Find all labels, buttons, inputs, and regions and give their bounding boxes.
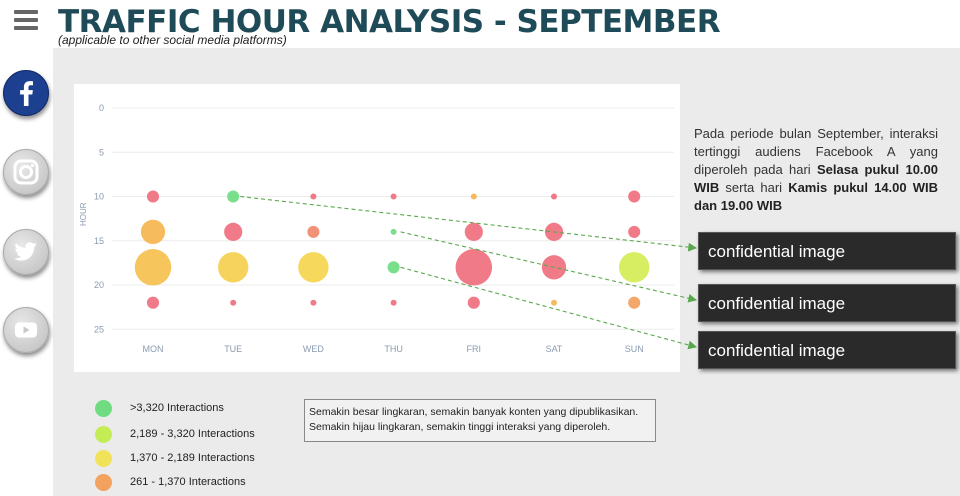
menu-icon[interactable] [14,10,38,30]
bubble-point [464,222,483,241]
bubble-point [455,249,493,286]
description-highlight-2: Kamis pukul 14.00 WIB dan 19.00 WIB [694,180,938,213]
instagram-icon[interactable] [3,149,49,195]
bubble-point [310,193,317,200]
bubble-point [628,225,641,238]
y-tick-label: 25 [94,324,104,334]
y-tick-label: 0 [99,103,104,113]
note-line: Semakin hijau lingkaran, semakin tinggi … [309,421,611,433]
twitter-icon[interactable] [3,229,49,275]
bubble-point [140,219,166,245]
legend-swatch [95,400,112,417]
bubble-point [390,228,397,235]
x-tick-label: SUN [625,344,644,354]
bubble-point [387,261,400,274]
bubble-point [298,252,329,283]
legend-item: 2,189 - 3,320 Interactions [95,426,315,444]
legend-label: >3,320 Interactions [130,402,224,414]
legend-swatch [95,474,112,491]
legend-label: 1,370 - 2,189 Interactions [130,452,255,464]
bubble-point [390,299,397,306]
legend-item: 1,370 - 2,189 Interactions [95,450,315,468]
bubble-point [628,296,641,309]
analysis-description: Pada periode bulan September, interaksi … [694,125,938,215]
x-tick-label: WED [303,344,324,354]
x-tick-label: SAT [546,344,563,354]
bubble-point [134,249,172,286]
bubble-point [390,193,397,200]
y-tick-label: 10 [94,192,104,202]
bubble-point [541,255,567,280]
bubble-point [467,296,480,309]
bubble-point [218,252,249,283]
note-line: Semakin besar lingkaran, semakin banyak … [309,406,639,418]
x-tick-label: TUE [224,344,242,354]
page-title: TRAFFIC HOUR ANALYSIS - SEPTEMBER [58,4,721,40]
bubble-chart-card: 0 5 10 15 20 25 HOUR MON TUE WED THU FRI SAT SUN [74,84,680,372]
bubble-chart: 0 5 10 15 20 25 HOUR MON TUE WED THU FRI SAT SUN [79,103,674,354]
bubble-point [230,299,237,306]
page-subtitle: (applicable to other social media platfo… [58,33,287,47]
y-axis-label: HOUR [79,202,88,226]
bubble-point [470,193,477,200]
bubble-point [224,222,243,241]
bubble-point [628,190,641,203]
x-tick-label: FRI [467,344,482,354]
youtube-icon[interactable] [3,307,49,353]
bubble-point [307,225,320,238]
legend-item: 261 - 1,370 Interactions [95,474,315,492]
legend-label: 261 - 1,370 Interactions [130,476,246,488]
bubble-point [146,296,160,309]
bubble-point [619,252,650,283]
legend-item: >3,320 Interactions [95,400,315,418]
x-tick-label: MON [143,344,164,354]
confidential-image-3: confidential image [698,331,956,369]
explanation-note: Semakin besar lingkaran, semakin banyak … [304,399,656,442]
facebook-icon[interactable] [3,70,49,116]
bubble-point [310,299,317,306]
confidential-image-1: confidential image [698,232,956,270]
bubble-point [146,190,160,203]
y-tick-label: 5 [99,147,104,157]
bubble-point [227,190,240,203]
confidential-image-2: confidential image [698,284,956,322]
legend-swatch [95,426,112,443]
bubble-point [551,299,557,306]
description-text-1: Pada periode bulan September, interaksi … [694,126,938,177]
bubble-point [544,222,564,241]
legend-swatch [95,450,112,467]
description-highlight-1: Selasa pukul 10.00 WIB [694,162,939,195]
description-text-2: serta hari [719,180,789,195]
y-tick-label: 15 [94,236,104,246]
bubble-point [551,193,557,200]
x-tick-label: THU [384,344,403,354]
y-tick-label: 20 [94,280,104,290]
legend-label: 2,189 - 3,320 Interactions [130,428,255,440]
